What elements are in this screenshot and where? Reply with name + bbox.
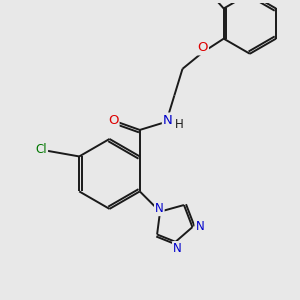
Text: H: H	[175, 118, 184, 131]
Text: N: N	[155, 202, 164, 215]
Text: Cl: Cl	[35, 143, 47, 156]
Text: O: O	[108, 114, 119, 127]
Text: N: N	[173, 242, 182, 255]
Text: N: N	[195, 220, 204, 233]
Text: N: N	[163, 113, 172, 127]
Text: O: O	[197, 41, 208, 54]
